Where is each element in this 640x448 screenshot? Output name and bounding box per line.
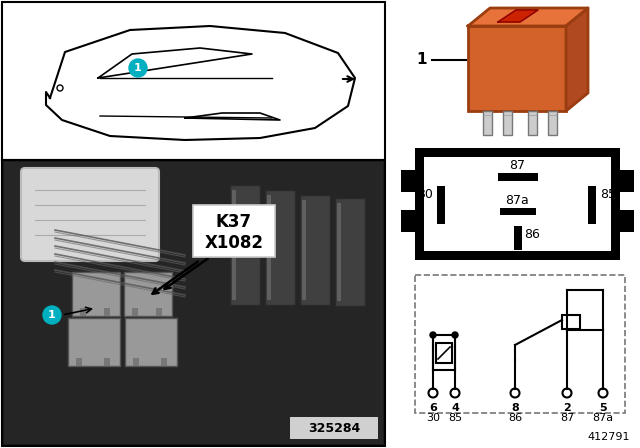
Bar — [302, 200, 306, 300]
Text: 30: 30 — [417, 188, 433, 201]
Bar — [104, 308, 110, 316]
Text: 4: 4 — [451, 403, 459, 413]
Bar — [76, 358, 82, 366]
Circle shape — [430, 332, 436, 338]
Bar — [620, 170, 634, 192]
Bar — [437, 186, 445, 224]
Text: 1: 1 — [134, 63, 142, 73]
Bar — [337, 203, 341, 301]
Bar — [80, 308, 86, 316]
Bar — [125, 318, 177, 366]
FancyBboxPatch shape — [21, 168, 159, 261]
Text: 2: 2 — [563, 403, 571, 413]
Bar — [562, 315, 580, 329]
Bar — [483, 111, 492, 135]
Text: 325284: 325284 — [308, 422, 360, 435]
Bar — [267, 195, 271, 300]
Bar — [415, 275, 625, 413]
Bar — [588, 186, 596, 224]
Bar — [133, 358, 139, 366]
Bar — [2, 2, 385, 160]
Text: 30: 30 — [426, 413, 440, 423]
Bar — [499, 208, 536, 215]
Bar — [528, 111, 537, 135]
Bar — [156, 308, 162, 316]
Text: 86: 86 — [525, 228, 540, 241]
Bar — [436, 343, 452, 363]
Bar — [132, 308, 138, 316]
Bar — [401, 210, 415, 232]
Bar — [68, 318, 120, 366]
Bar — [193, 205, 275, 257]
Bar — [2, 160, 385, 446]
Text: 85: 85 — [448, 413, 462, 423]
Bar — [290, 417, 378, 439]
Bar — [265, 190, 295, 305]
Bar — [230, 185, 260, 305]
Bar — [401, 170, 415, 192]
Text: 1: 1 — [417, 52, 427, 68]
Bar — [161, 358, 167, 366]
Text: 87: 87 — [560, 413, 574, 423]
Text: X1082: X1082 — [205, 234, 264, 252]
Text: 87a: 87a — [506, 194, 529, 207]
Bar — [300, 195, 330, 305]
Text: 1: 1 — [48, 310, 56, 320]
Bar — [232, 190, 236, 300]
Polygon shape — [468, 8, 588, 26]
Bar — [548, 111, 557, 135]
Bar — [415, 148, 620, 260]
Bar — [503, 111, 512, 135]
Bar — [104, 358, 110, 366]
Polygon shape — [566, 8, 588, 111]
Text: 412791: 412791 — [588, 432, 630, 442]
Text: 86: 86 — [508, 413, 522, 423]
Bar — [424, 157, 611, 251]
Text: 87: 87 — [509, 159, 525, 172]
Bar — [513, 226, 522, 250]
Circle shape — [43, 306, 61, 324]
Circle shape — [129, 59, 147, 77]
Polygon shape — [498, 10, 538, 22]
Text: 87a: 87a — [593, 413, 614, 423]
Bar — [468, 26, 566, 111]
Bar — [497, 173, 538, 181]
Bar — [4, 162, 383, 444]
Text: K37: K37 — [216, 213, 252, 231]
Circle shape — [452, 332, 458, 338]
Text: 6: 6 — [429, 403, 437, 413]
Bar — [335, 198, 365, 306]
Text: 5: 5 — [599, 403, 607, 413]
Text: 85: 85 — [600, 188, 616, 201]
Text: 8: 8 — [511, 403, 519, 413]
Bar — [72, 272, 120, 316]
Bar — [124, 272, 172, 316]
Bar — [620, 210, 634, 232]
